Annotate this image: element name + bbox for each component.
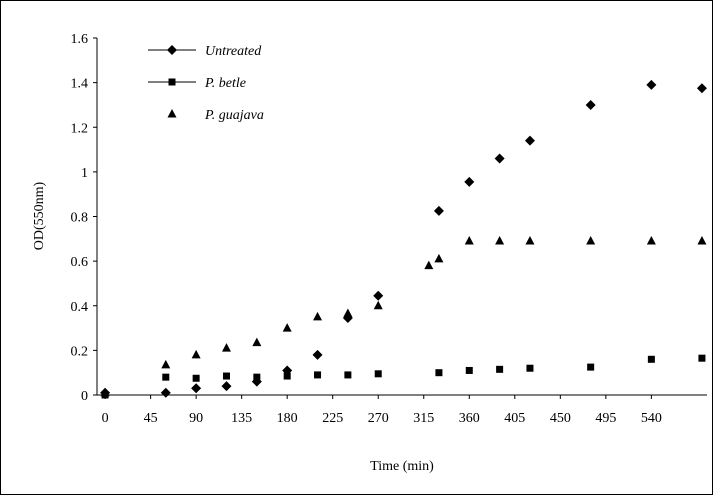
series-2-point-9 — [435, 369, 443, 377]
x-tick-label-10: 450 — [550, 411, 571, 426]
series-3-point-7 — [343, 308, 353, 318]
axis-ticks — [93, 37, 652, 399]
legend-item-2: P. betle — [148, 76, 246, 91]
y-tick-label-3: 0.6 — [71, 255, 89, 270]
x-tick-label-1: 45 — [144, 411, 158, 426]
legend-item-3: P. guajava — [167, 108, 264, 123]
x-tick-labels: 0 45 90 135 180 225 270 315 360 405 450 495 540 — [102, 411, 662, 426]
y-tick-label-5: 1 — [81, 166, 88, 181]
series-3-point-6 — [313, 311, 323, 321]
legend-label-3: P. guajava — [204, 108, 264, 123]
y-tick-label-2: 0.4 — [71, 300, 89, 315]
series-3-point-0 — [100, 387, 110, 397]
legend-label-2: P. betle — [204, 76, 246, 91]
series-2-point-10 — [465, 366, 473, 374]
x-tick-label-5: 225 — [322, 411, 343, 426]
series-3-point-10 — [434, 253, 444, 263]
series-2-point-1 — [162, 373, 170, 381]
legend-item-1: Untreated — [148, 44, 262, 59]
series-3-point-2 — [191, 349, 201, 359]
series-1-point-1 — [160, 387, 171, 398]
x-tick-label-9: 405 — [504, 411, 525, 426]
legend-marker-3 — [167, 109, 177, 118]
series-3 — [100, 236, 707, 397]
series-1-point-12 — [524, 135, 535, 146]
series-1-point-10 — [464, 176, 475, 187]
series-1-point-6 — [312, 349, 323, 360]
x-tick-label-11: 495 — [595, 411, 616, 426]
x-tick-label-2: 90 — [189, 411, 203, 426]
x-tick-label-7: 315 — [413, 411, 434, 426]
series-1-point-11 — [494, 153, 505, 164]
series-3-point-15 — [646, 236, 656, 245]
series-2-point-12 — [526, 364, 534, 372]
series-3-point-12 — [495, 236, 505, 245]
x-tick-label-3: 135 — [231, 411, 252, 426]
x-axis-title: Time (min) — [370, 459, 434, 474]
legend-marker-1 — [167, 45, 177, 55]
y-tick-label-1: 0.2 — [71, 344, 89, 359]
series-3-point-13 — [525, 236, 535, 245]
series-3-point-1 — [161, 359, 171, 369]
series-2-point-6 — [314, 371, 322, 379]
legend-label-1: Untreated — [205, 44, 262, 59]
series-2-point-11 — [496, 365, 504, 373]
legend-marker-2 — [168, 78, 176, 86]
series-2-point-13 — [587, 363, 595, 371]
series-1-point-15 — [696, 83, 707, 94]
series-3-point-3 — [221, 343, 231, 352]
y-tick-label-8: 1.6 — [71, 32, 89, 47]
series-3-point-14 — [586, 236, 596, 245]
series-3-point-5 — [282, 323, 292, 332]
series-1-point-13 — [585, 99, 596, 110]
x-tick-label-12: 540 — [641, 411, 662, 426]
series-3-point-16 — [697, 236, 707, 245]
x-tick-label-4: 180 — [277, 411, 298, 426]
y-tick-labels: 0 0.2 0.4 0.6 0.8 1 1.2 1.4 1.6 — [71, 32, 89, 404]
series-2-point-4 — [253, 373, 261, 381]
series-2-point-14 — [647, 355, 655, 363]
series-2-point-3 — [222, 372, 230, 380]
series-3-point-4 — [252, 337, 262, 347]
data-marks — [100, 79, 707, 399]
series-1-point-8 — [373, 290, 384, 301]
series-2-point-2 — [192, 374, 200, 382]
legend: Untreated P. betle P. guajava — [148, 44, 264, 123]
y-tick-label-6: 1.2 — [71, 121, 89, 136]
y-tick-label-4: 0.8 — [71, 211, 89, 226]
series-3-point-9 — [424, 260, 434, 270]
y-axis-title: OD(550nm) — [32, 181, 47, 250]
y-tick-label-0: 0 — [81, 389, 88, 404]
series-3-point-8 — [373, 300, 383, 310]
series-2-point-5 — [283, 372, 291, 380]
series-1-point-14 — [646, 79, 657, 90]
y-tick-label-7: 1.4 — [71, 77, 89, 92]
series-1-point-3 — [221, 381, 232, 392]
x-tick-label-0: 0 — [102, 411, 109, 426]
series-2-point-7 — [344, 371, 352, 379]
series-2-point-15 — [698, 354, 706, 362]
series-2-point-8 — [374, 370, 382, 378]
series-1-point-9 — [433, 205, 444, 216]
x-tick-label-6: 270 — [368, 411, 389, 426]
x-tick-label-8: 360 — [459, 411, 480, 426]
series-1-point-2 — [191, 383, 202, 394]
series-3-point-11 — [464, 236, 474, 245]
series-2 — [101, 354, 706, 399]
